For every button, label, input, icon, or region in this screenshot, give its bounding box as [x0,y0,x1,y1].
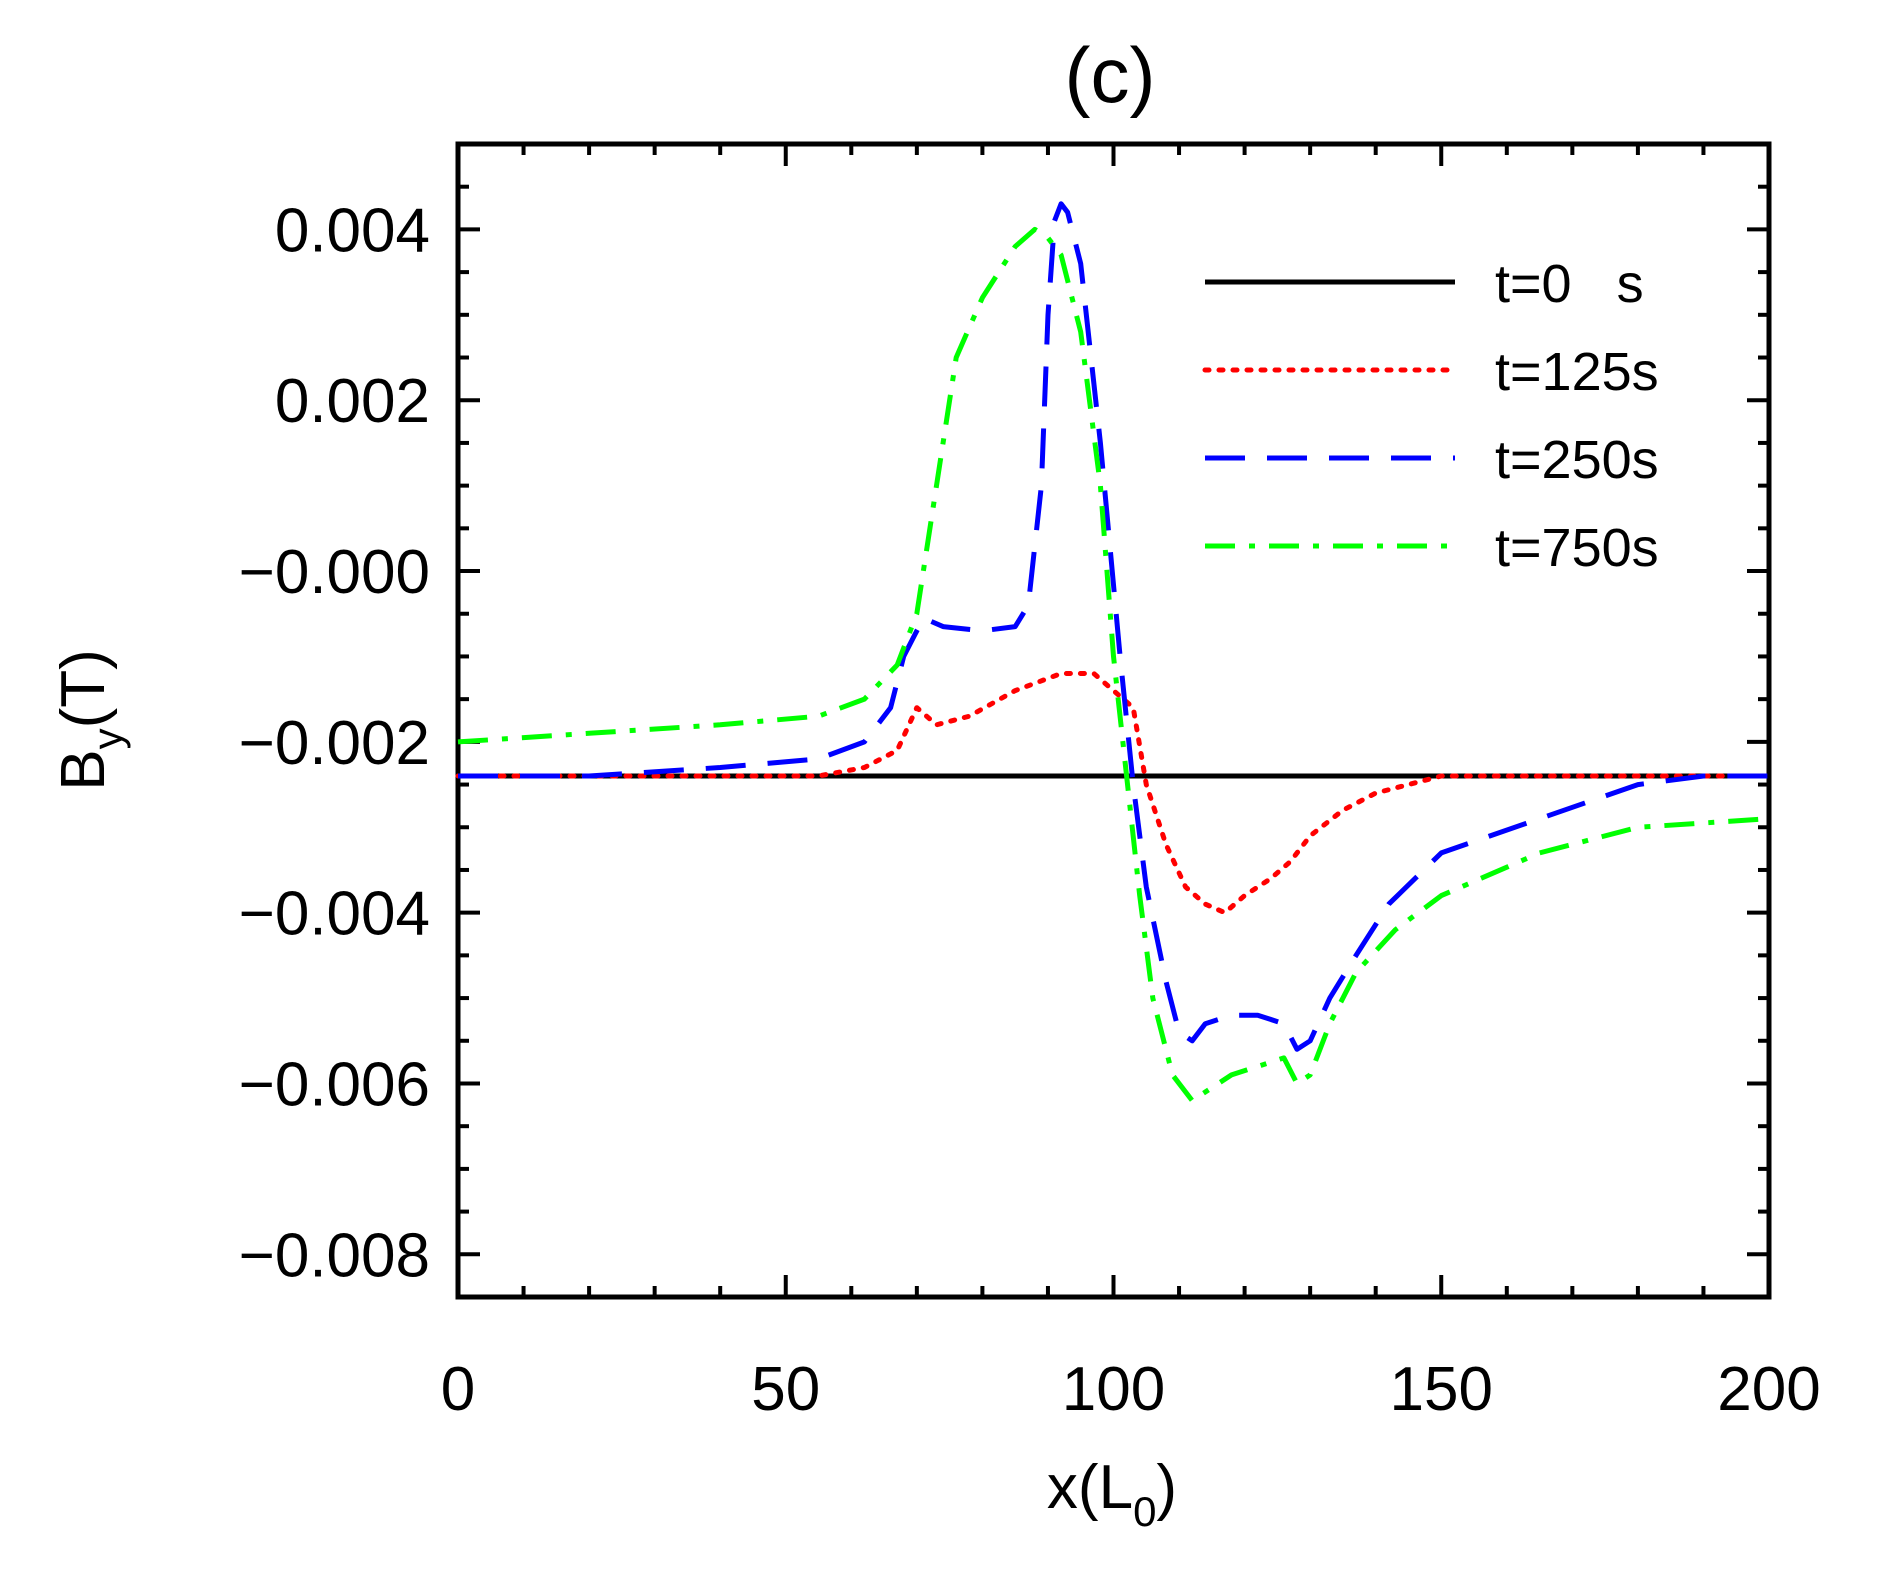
y-axis-label: By(T) [49,649,131,791]
series-line-2 [455,671,1772,916]
legend-label-3: t=250s [1495,430,1659,490]
y-tick-label: 0.004 [275,196,430,265]
plot-frame [455,141,1772,1300]
legend: t=0 s t=125s t=250s t=750s [1202,254,1659,578]
legend-label-1: t=0 s [1495,254,1644,314]
x-tick-labels: 0 50 100 150 200 [441,1355,1821,1424]
axis-ticks [456,142,1771,1299]
x-axis-label: x(L0) [1047,1453,1177,1535]
x-tick-label: 100 [1062,1355,1165,1424]
y-tick-label: −0.004 [239,880,430,949]
x-tick-label: 200 [1717,1355,1820,1424]
series-line-3 [458,201,1769,1052]
legend-label-2: t=125s [1495,342,1659,402]
data-series [455,201,1772,1104]
y-tick-label: −0.000 [239,538,430,607]
series-line-4 [457,226,1770,1104]
y-tick-label: −0.008 [239,1221,430,1290]
y-tick-label: 0.002 [275,367,430,436]
legend-label-4: t=750s [1495,518,1659,578]
x-tick-label: 150 [1390,1355,1493,1424]
x-tick-label: 50 [751,1355,820,1424]
x-tick-label: 0 [441,1355,475,1424]
chart-title: (c) [1065,31,1156,119]
y-tick-labels: 0.004 0.002 −0.000 −0.002 −0.004 −0.006 −0.008 [239,196,430,1290]
y-tick-label: −0.002 [239,709,430,778]
y-tick-label: −0.006 [239,1050,430,1119]
